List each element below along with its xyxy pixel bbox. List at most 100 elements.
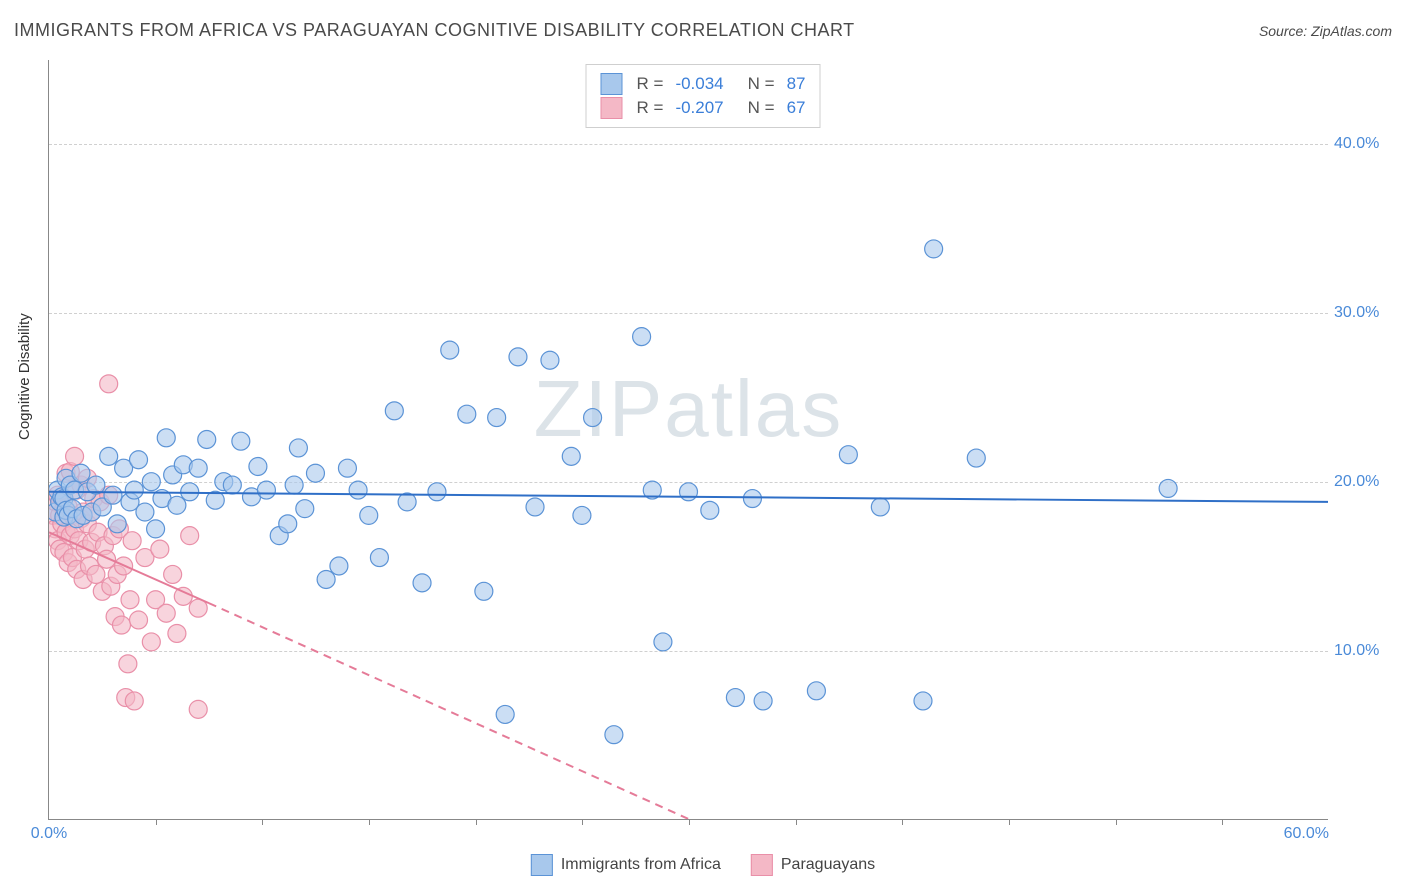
x-tick-mark (689, 819, 690, 825)
x-tick-label-right: 60.0% (1284, 825, 1329, 843)
stat-n-label: N = (748, 98, 775, 118)
scatter-point (680, 483, 698, 501)
scatter-point (87, 565, 105, 583)
y-axis-label: Cognitive Disability (16, 313, 33, 440)
scatter-point (296, 500, 314, 518)
regression-line (209, 603, 689, 819)
scatter-point (168, 496, 186, 514)
scatter-point (914, 692, 932, 710)
scatter-point (573, 506, 591, 524)
scatter-point (871, 498, 889, 516)
scatter-point (189, 700, 207, 718)
swatch-series1 (601, 73, 623, 95)
scatter-point (605, 726, 623, 744)
x-tick-mark (1222, 819, 1223, 825)
scatter-point (168, 624, 186, 642)
scatter-point (306, 464, 324, 482)
scatter-point (223, 476, 241, 494)
scatter-point (189, 459, 207, 477)
scatter-point (562, 447, 580, 465)
chart-source: Source: ZipAtlas.com (1259, 23, 1392, 39)
x-tick-mark (1009, 819, 1010, 825)
scatter-point (743, 490, 761, 508)
legend-label-2: Paraguayans (781, 856, 875, 874)
stat-r-val-2: -0.207 (675, 98, 723, 118)
scatter-point (317, 571, 335, 589)
x-tick-mark (1116, 819, 1117, 825)
stats-legend: R = -0.034 N = 87 R = -0.207 N = 67 (586, 64, 821, 128)
scatter-point (526, 498, 544, 516)
stat-n-label: N = (748, 74, 775, 94)
scatter-point (98, 550, 116, 568)
scatter-point (125, 481, 143, 499)
scatter-point (136, 503, 154, 521)
x-tick-mark (156, 819, 157, 825)
scatter-point (157, 429, 175, 447)
scatter-point (370, 549, 388, 567)
scatter-point (584, 409, 602, 427)
series-legend: Immigrants from Africa Paraguayans (531, 854, 875, 876)
scatter-point (330, 557, 348, 575)
legend-label-1: Immigrants from Africa (561, 856, 721, 874)
scatter-point (142, 473, 160, 491)
stat-n-val-2: 67 (787, 98, 806, 118)
scatter-point (249, 457, 267, 475)
source-name: ZipAtlas.com (1311, 23, 1392, 39)
scatter-point (100, 447, 118, 465)
scatter-point (458, 405, 476, 423)
legend-swatch-2 (751, 854, 773, 876)
scatter-point (125, 692, 143, 710)
legend-item-2: Paraguayans (751, 854, 875, 876)
scatter-point (257, 481, 275, 499)
scatter-point (413, 574, 431, 592)
scatter-point (123, 532, 141, 550)
scatter-point (181, 527, 199, 545)
chart-title: IMMIGRANTS FROM AFRICA VS PARAGUAYAN COG… (14, 20, 855, 41)
scatter-point (360, 506, 378, 524)
chart-plot-area: ZIPatlas 10.0%20.0%30.0%40.0%0.0%60.0% (48, 60, 1328, 820)
stats-row-series2: R = -0.207 N = 67 (601, 97, 806, 119)
scatter-point (541, 351, 559, 369)
scatter-point (157, 604, 175, 622)
scatter-point (807, 682, 825, 700)
stat-r-val-1: -0.034 (675, 74, 723, 94)
chart-header: IMMIGRANTS FROM AFRICA VS PARAGUAYAN COG… (14, 20, 1392, 41)
scatter-point (130, 611, 148, 629)
scatter-point (441, 341, 459, 359)
scatter-point (633, 328, 651, 346)
scatter-point (181, 483, 199, 501)
scatter-point (112, 616, 130, 634)
scatter-point (119, 655, 137, 673)
x-tick-mark (262, 819, 263, 825)
y-tick-label: 40.0% (1334, 135, 1394, 153)
scatter-point (488, 409, 506, 427)
scatter-point (338, 459, 356, 477)
legend-item-1: Immigrants from Africa (531, 854, 721, 876)
x-tick-mark (902, 819, 903, 825)
scatter-point (151, 540, 169, 558)
scatter-point (385, 402, 403, 420)
scatter-svg (49, 60, 1328, 819)
scatter-point (232, 432, 250, 450)
x-tick-label-left: 0.0% (31, 825, 67, 843)
scatter-point (164, 565, 182, 583)
scatter-point (754, 692, 772, 710)
scatter-point (66, 447, 84, 465)
scatter-point (475, 582, 493, 600)
scatter-point (100, 375, 118, 393)
y-tick-label: 20.0% (1334, 473, 1394, 491)
scatter-point (967, 449, 985, 467)
swatch-series2 (601, 97, 623, 119)
scatter-point (130, 451, 148, 469)
scatter-point (428, 483, 446, 501)
scatter-point (104, 486, 122, 504)
scatter-point (701, 501, 719, 519)
stat-n-val-1: 87 (787, 74, 806, 94)
scatter-point (108, 515, 126, 533)
scatter-point (142, 633, 160, 651)
stat-r-label: R = (637, 98, 664, 118)
stats-row-series1: R = -0.034 N = 87 (601, 73, 806, 95)
x-tick-mark (796, 819, 797, 825)
scatter-point (289, 439, 307, 457)
legend-swatch-1 (531, 854, 553, 876)
